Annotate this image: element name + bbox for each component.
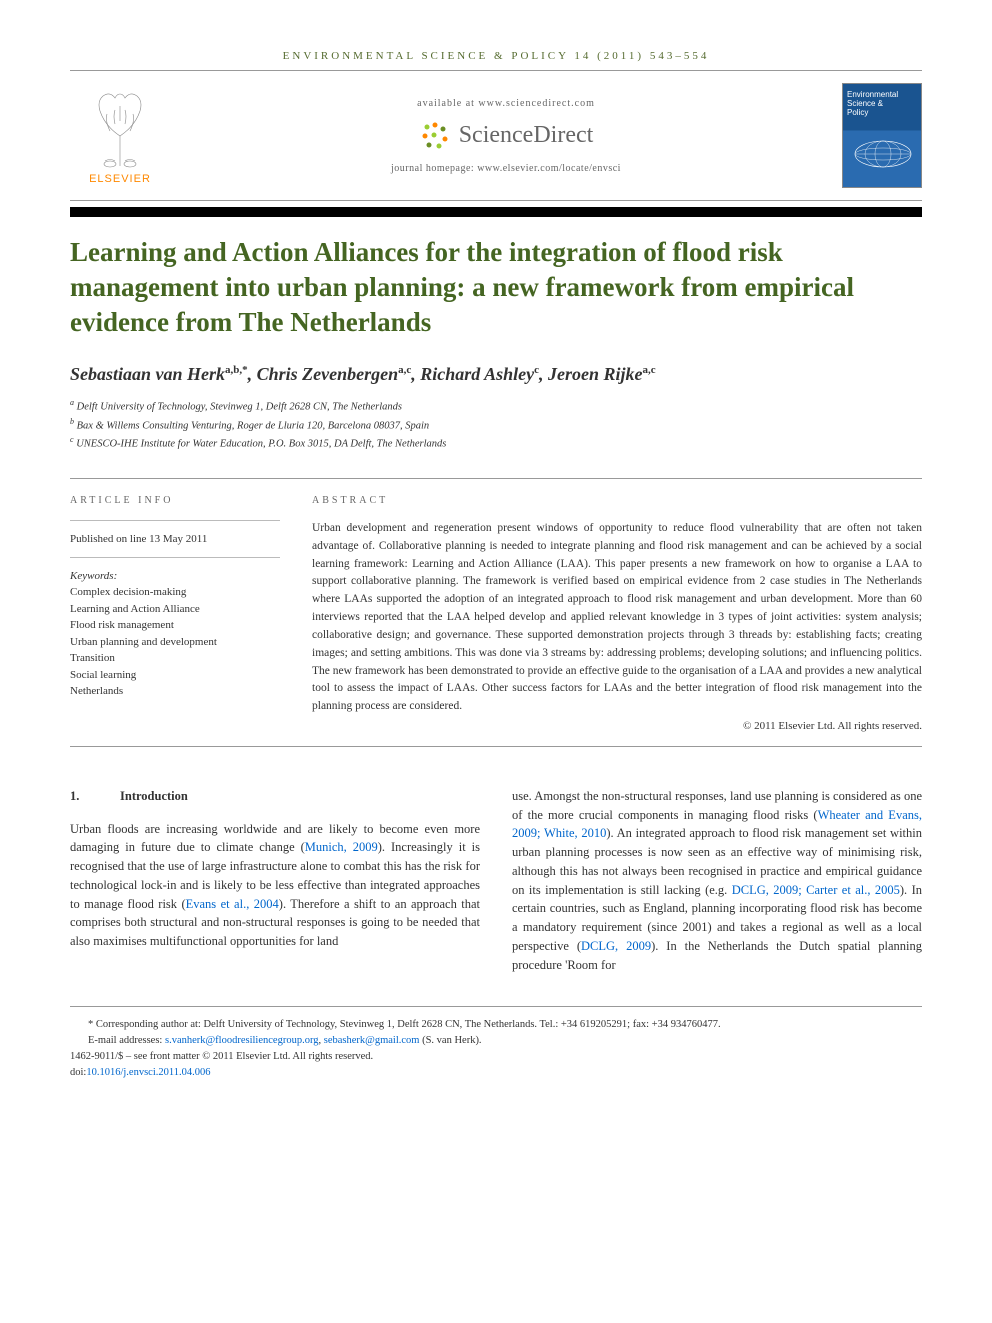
header-bar: ELSEVIER available at www.sciencedirect.… (70, 70, 922, 201)
info-abstract-row: ARTICLE INFO Published on line 13 May 20… (70, 478, 922, 732)
keyword-7: Netherlands (70, 683, 280, 700)
keyword-4: Urban planning and development (70, 634, 280, 651)
keyword-5: Transition (70, 650, 280, 667)
ref-link[interactable]: DCLG, 2009; Carter et al., 2005 (732, 883, 900, 897)
available-text: available at www.sciencedirect.com (417, 98, 595, 109)
author-1: Sebastiaan van Herka,b,* (70, 364, 248, 384)
affiliation-a: a Delft University of Technology, Stevin… (70, 397, 922, 415)
body-columns: 1.Introduction Urban floods are increasi… (70, 787, 922, 975)
ref-link[interactable]: Munich, 2009 (305, 840, 378, 854)
info-divider-2 (70, 557, 280, 558)
article-info-heading: ARTICLE INFO (70, 495, 280, 506)
email-link-2[interactable]: sebasherk@gmail.com (324, 1035, 420, 1046)
corresponding-author: * Corresponding author at: Delft Univers… (88, 1017, 922, 1033)
abstract-column: ABSTRACT Urban development and regenerat… (312, 495, 922, 732)
body-column-left: 1.Introduction Urban floods are increasi… (70, 787, 480, 975)
section-1-heading: 1.Introduction (70, 787, 480, 806)
body-para-2: use. Amongst the non-structural response… (512, 787, 922, 975)
pub-date: Published on line 13 May 2011 (70, 533, 280, 545)
info-divider (70, 520, 280, 521)
doi-line: doi:10.1016/j.envsci.2011.04.006 (70, 1065, 922, 1081)
ref-link[interactable]: Evans et al., 2004 (186, 897, 279, 911)
journal-cover: Environmental Science & Policy (842, 83, 922, 188)
cover-title-line2: Science & (847, 99, 917, 108)
keywords-label: Keywords: (70, 570, 280, 582)
authors-line: Sebastiaan van Herka,b,*, Chris Zevenber… (70, 364, 922, 385)
section-number: 1. (70, 787, 120, 806)
journal-header: ENVIRONMENTAL SCIENCE & POLICY 14 (2011)… (70, 50, 922, 62)
section-title: Introduction (120, 789, 188, 803)
section-divider (70, 746, 922, 747)
affiliation-b: b Bax & Willems Consulting Venturing, Ro… (70, 416, 922, 434)
article-info: ARTICLE INFO Published on line 13 May 20… (70, 495, 280, 732)
abstract-text: Urban development and regeneration prese… (312, 520, 922, 716)
keyword-2: Learning and Action Alliance (70, 601, 280, 618)
sciencedirect-icon (419, 119, 453, 153)
front-matter-line: 1462-9011/$ – see front matter © 2011 El… (70, 1049, 922, 1065)
doi-link[interactable]: 10.1016/j.envsci.2011.04.006 (86, 1067, 210, 1078)
email-link-1[interactable]: s.vanherk@floodresiliencegroup.org (165, 1035, 319, 1046)
keywords-list: Complex decision-making Learning and Act… (70, 584, 280, 700)
cover-title-line3: Policy (847, 108, 917, 117)
cover-title-line1: Environmental (847, 90, 917, 99)
keyword-6: Social learning (70, 667, 280, 684)
author-4: Jeroen Rijkea,c (548, 364, 656, 384)
footnotes: * Corresponding author at: Delft Univers… (70, 1006, 922, 1080)
sciencedirect-text: ScienceDirect (459, 122, 594, 149)
body-para-1: Urban floods are increasing worldwide an… (70, 820, 480, 951)
author-2: Chris Zevenbergena,c (257, 364, 412, 384)
homepage-text: journal homepage: www.elsevier.com/locat… (391, 163, 621, 174)
keyword-3: Flood risk management (70, 617, 280, 634)
email-line: E-mail addresses: s.vanherk@floodresilie… (88, 1033, 922, 1049)
cover-globe-icon (853, 139, 913, 169)
elsevier-tree-icon (85, 86, 155, 171)
affiliations: a Delft University of Technology, Stevin… (70, 397, 922, 452)
body-column-right: use. Amongst the non-structural response… (512, 787, 922, 975)
ref-link[interactable]: DCLG, 2009 (581, 939, 651, 953)
keyword-1: Complex decision-making (70, 584, 280, 601)
elsevier-label: ELSEVIER (89, 173, 151, 185)
header-center: available at www.sciencedirect.com Scien… (170, 98, 842, 174)
black-bar (70, 207, 922, 217)
article-title: Learning and Action Alliances for the in… (70, 235, 922, 340)
abstract-copyright: © 2011 Elsevier Ltd. All rights reserved… (312, 720, 922, 732)
elsevier-logo-block: ELSEVIER (70, 86, 170, 185)
abstract-heading: ABSTRACT (312, 495, 922, 506)
page: ENVIRONMENTAL SCIENCE & POLICY 14 (2011)… (0, 0, 992, 1120)
affiliation-c: c UNESCO-IHE Institute for Water Educati… (70, 434, 922, 452)
author-3: Richard Ashleyc (420, 364, 539, 384)
sciencedirect-logo: ScienceDirect (419, 119, 594, 153)
